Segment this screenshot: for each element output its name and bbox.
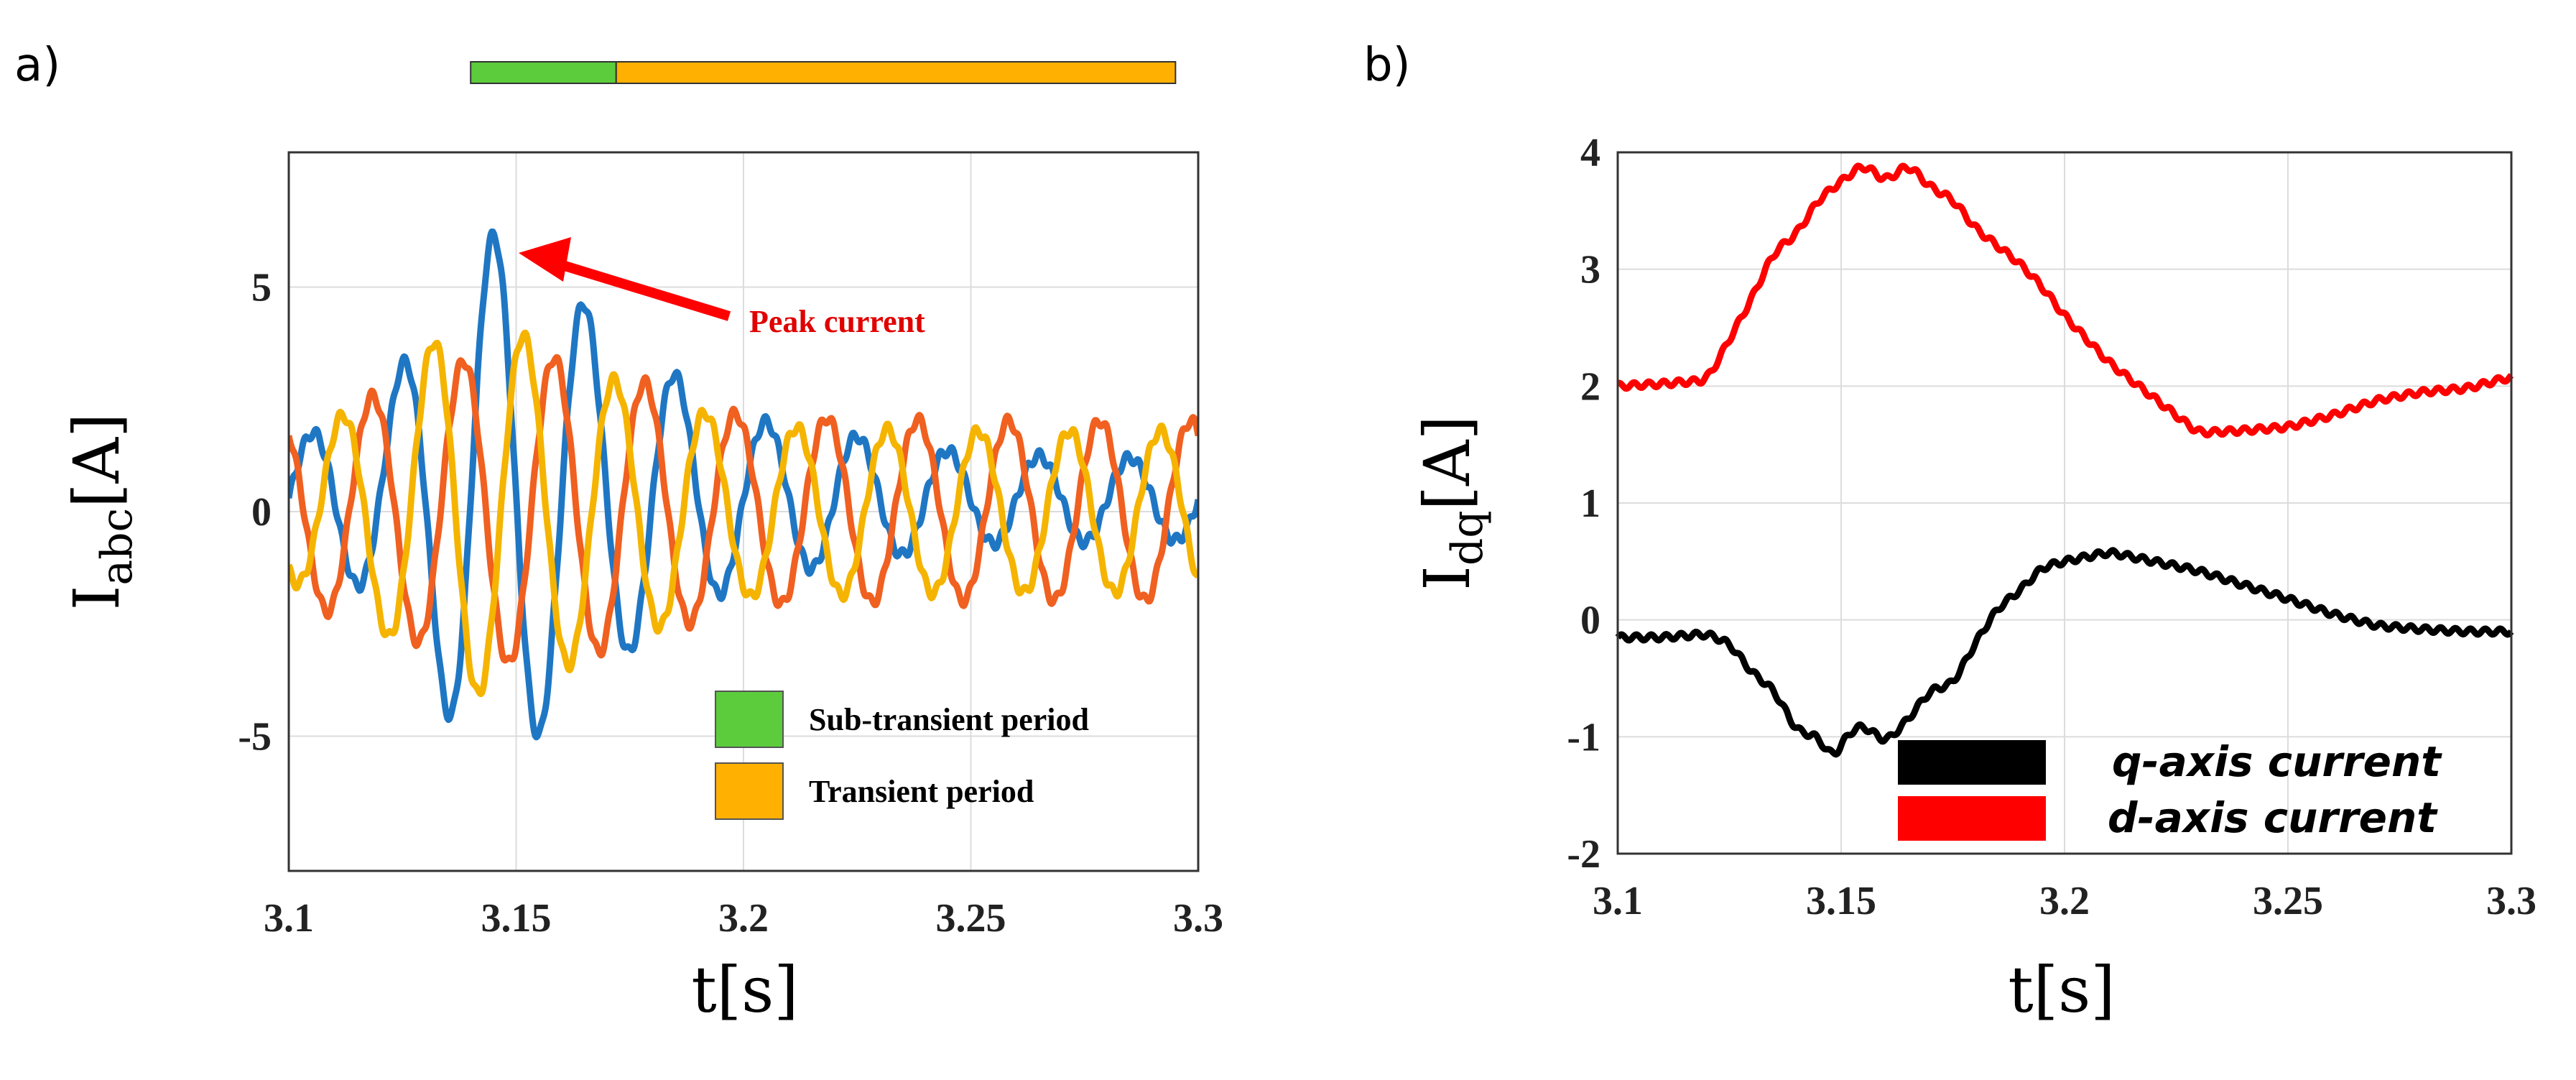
legend-label-d-axis: d-axis current [2108,793,2438,842]
panel-b: b) 3.1 3.15 3.2 3.25 3.3 4 3 2 1 0 -1 -2 q-axis cu… [1363,39,2536,1027]
series-group-b [1615,162,2514,758]
a-x-tick-label: 3.3 [1173,896,1223,941]
panel-a-label: a) [14,39,60,92]
a-y-tick-label: -5 [238,715,272,760]
y-axis-title-a-sub: abc [92,508,142,586]
a-x-tick-label: 3.2 [718,896,769,941]
b-x-tick-label: 3.3 [2486,879,2536,923]
b-x-tick-label: 3.25 [2253,879,2323,923]
y-axis-title-b-sub: dq [1442,510,1493,566]
legend-label-transient: Transient period [809,774,1034,809]
series-line-q-axis-current [1615,547,2514,758]
legend-label-sub-transient: Sub-transient period [809,702,1089,737]
series-line-phase-c [289,329,1198,698]
y-axis-title-b: Idq[A] [1410,415,1493,591]
y-tick-labels-b: 4 3 2 1 0 -1 -2 [1567,131,1600,877]
b-x-tick-label: 3.15 [1806,879,1876,923]
period-bar [470,61,1177,84]
b-y-tick-label: -1 [1567,715,1600,760]
series-line-d-axis-current [1616,162,2514,439]
legend-label-q-axis: q-axis current [2112,737,2442,786]
series-group-a [289,228,1198,741]
legend-a: Sub-transient period Transient period [715,691,1089,820]
y-axis-title-b-main: I [1410,566,1484,591]
x-tick-labels-a: 3.1 3.15 3.2 3.25 3.3 [264,896,1223,941]
a-y-tick-label: 0 [251,490,272,535]
x-axis-title-a: t[s] [691,953,798,1027]
b-x-tick-label: 3.2 [2039,879,2090,923]
b-y-tick-label: 0 [1580,599,1600,643]
x-tick-labels-b: 3.1 3.15 3.2 3.25 3.3 [1593,879,2536,923]
b-y-tick-label: 4 [1580,131,1600,175]
svg-text:Idq[A]: Idq[A] [1410,415,1493,591]
period-bar-segment [615,61,1177,84]
axes-frame-a [287,151,1200,872]
panel-a: a) 3.1 3.15 3.2 3.25 3.3 5 0 -5 Peak current S… [14,39,1223,1027]
y-tick-labels-a: 5 0 -5 [238,266,272,760]
legend-b: q-axis current d-axis current [1898,737,2442,842]
b-x-tick-label: 3.1 [1593,879,1643,923]
legend-swatch-q-axis [1898,740,2046,785]
b-y-tick-label: 3 [1580,248,1600,292]
a-x-tick-label: 3.1 [264,896,314,941]
legend-swatch-sub-transient [715,691,784,748]
series-line-phase-b [289,354,1198,664]
b-y-tick-label: 1 [1580,481,1600,526]
a-x-tick-label: 3.25 [936,896,1006,941]
a-x-tick-label: 3.15 [481,896,552,941]
svg-text:Iabc[A]: Iabc[A] [60,413,142,611]
legend-swatch-transient [715,762,784,820]
a-y-tick-label: 5 [251,266,272,310]
series-line-phase-a [289,228,1198,741]
peak-current-label: Peak current [749,304,925,339]
legend-swatch-d-axis [1898,796,2046,841]
y-axis-title-b-unit: [A] [1410,415,1484,510]
axes-frame-b [1616,151,2513,855]
b-y-tick-label: 2 [1580,364,1600,409]
y-axis-title-a: Iabc[A] [60,413,142,611]
y-axis-title-a-main: I [60,586,134,611]
peak-current-arrow-shaft [544,255,731,321]
period-bar-segment [470,61,617,84]
b-y-tick-label: -2 [1567,832,1600,877]
y-axis-title-a-unit: [A] [60,413,134,508]
x-axis-title-b: t[s] [2008,953,2115,1027]
peak-current-arrow-head [519,237,571,282]
panel-b-label: b) [1363,39,1411,92]
